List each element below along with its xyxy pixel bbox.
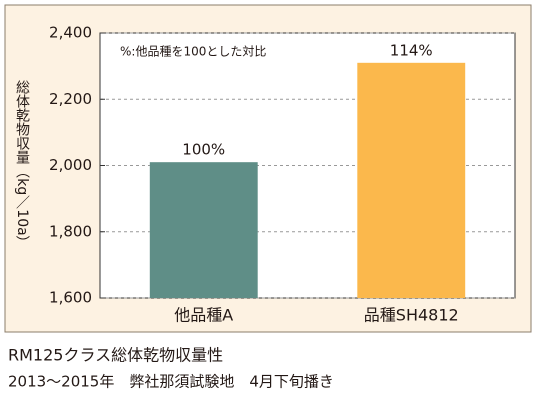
note: %:他品種を100とした対比 bbox=[120, 45, 266, 59]
y-tick-label: 1,800 bbox=[49, 222, 92, 240]
x-tick-label: 品種SH4812 bbox=[364, 306, 459, 325]
subtitle: 2013～2015年 弊社那須試験地 4月下旬播き bbox=[8, 373, 334, 391]
y-tick-label: 2,400 bbox=[49, 24, 92, 42]
y-tick-label: 1,600 bbox=[49, 289, 92, 307]
y-tick-label: 2,200 bbox=[49, 90, 92, 108]
y-axis-label: 総体乾物収量（kg／10a） bbox=[14, 80, 30, 249]
bar bbox=[357, 62, 466, 298]
bar-annotation: 114% bbox=[390, 41, 433, 59]
bar-annotation: 100% bbox=[182, 141, 225, 159]
x-tick-label: 他品種A bbox=[174, 306, 233, 325]
chart-title: RM125クラス総体乾物収量性 bbox=[8, 346, 223, 365]
bar bbox=[149, 162, 258, 298]
y-tick-label: 2,000 bbox=[49, 156, 92, 174]
